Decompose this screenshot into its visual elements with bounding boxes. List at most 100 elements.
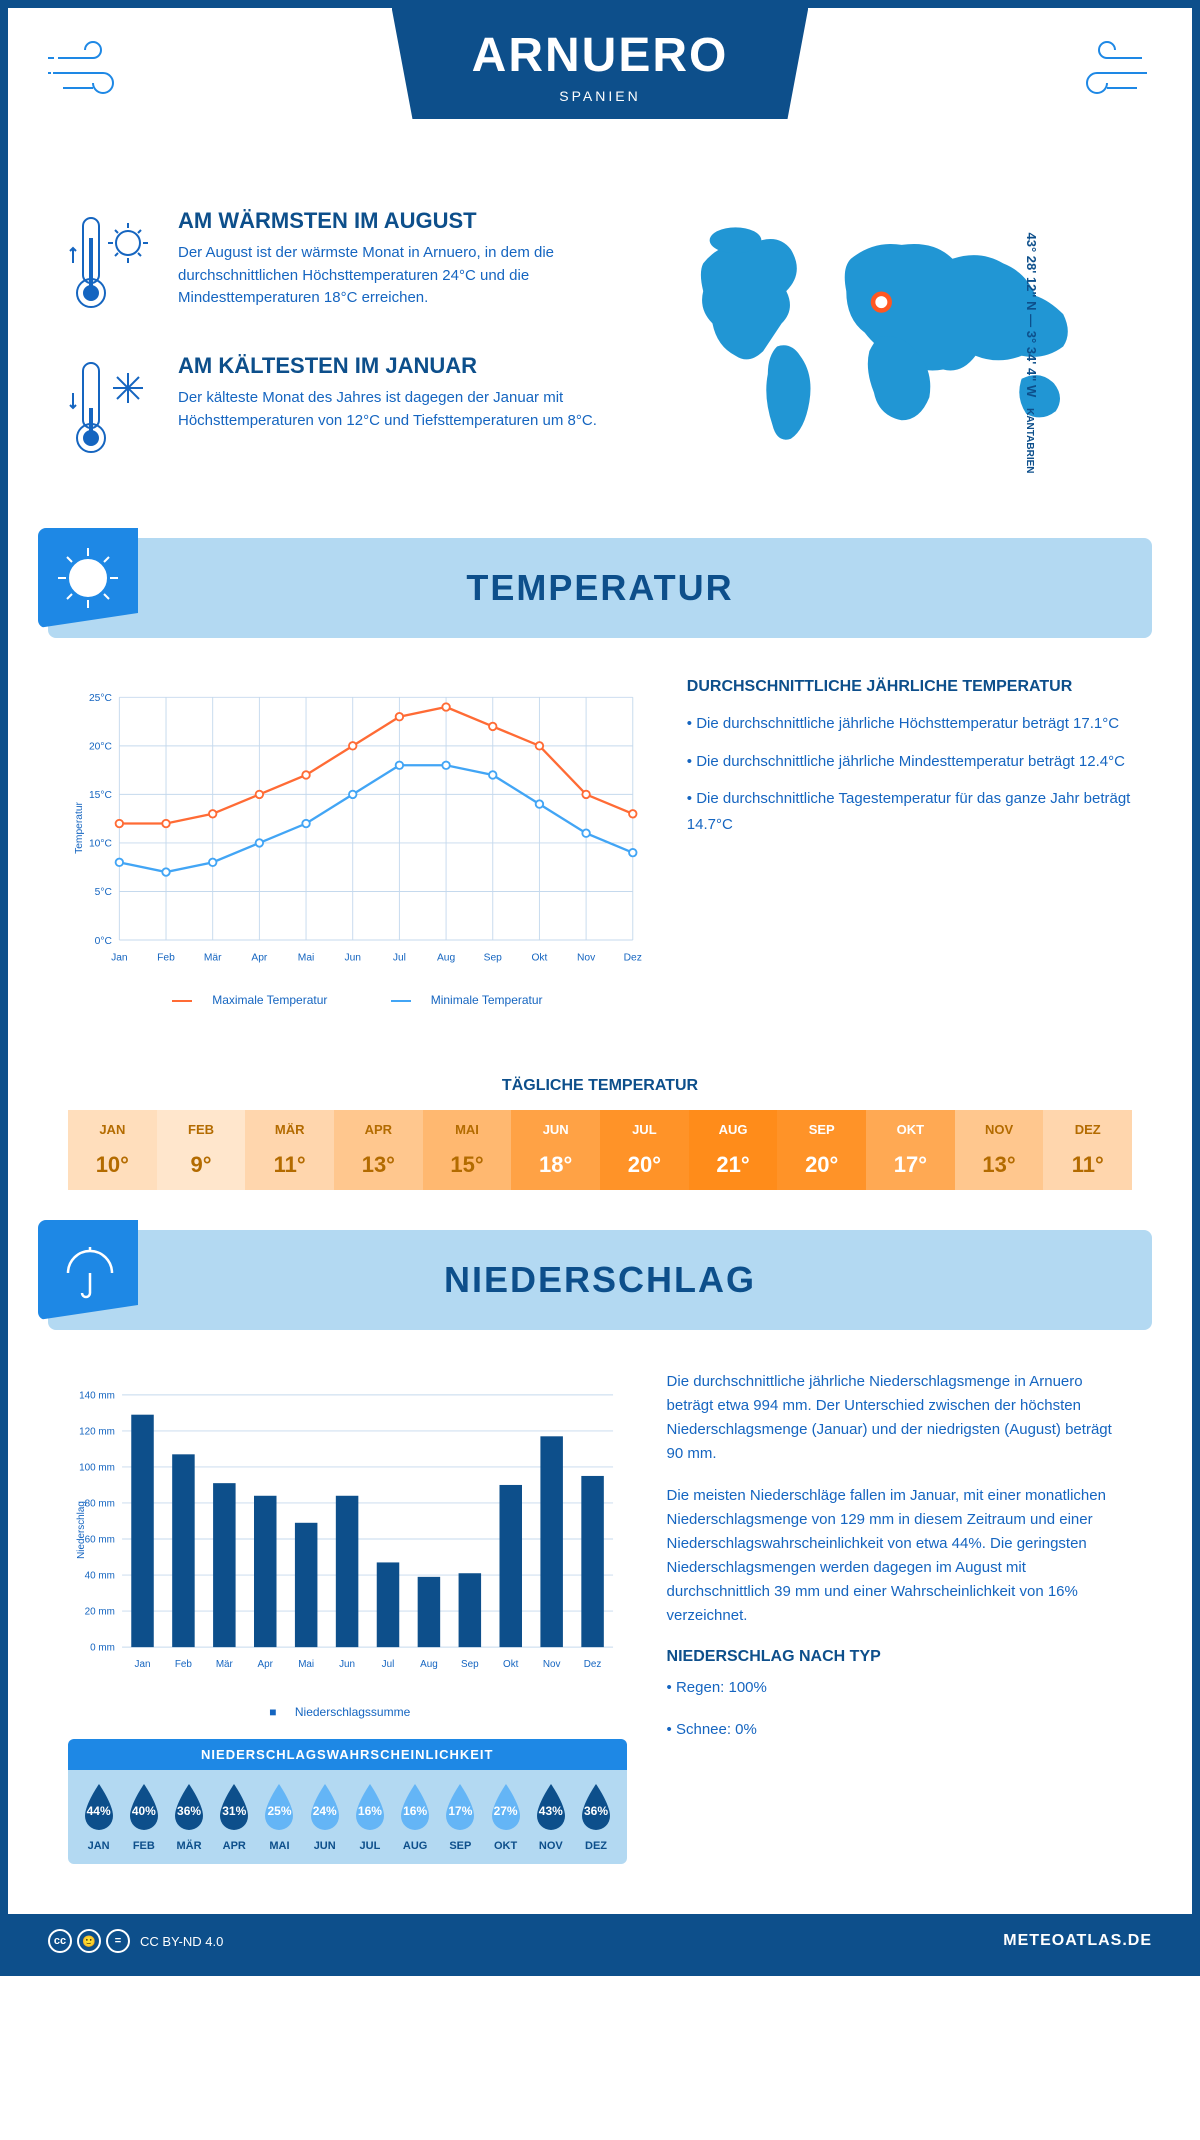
svg-text:Jan: Jan [111, 953, 128, 964]
temp-line-chart: 0°C5°C10°C15°C20°C25°CJanFebMärAprMaiJun… [68, 678, 647, 1007]
raindrop-icon: 31% [213, 1782, 255, 1834]
precip-prob-cell: 43% NOV [528, 1782, 573, 1852]
raindrop-icon: 16% [394, 1782, 436, 1834]
footer-site: METEOATLAS.DE [1003, 1932, 1152, 1950]
sun-badge-icon [38, 528, 138, 628]
svg-text:80 mm: 80 mm [85, 1499, 115, 1510]
footer: cc 🙂 = CC BY-ND 4.0 METEOATLAS.DE [8, 1914, 1192, 1968]
raindrop-icon: 25% [258, 1782, 300, 1834]
precip-prob-cell: 31% APR [212, 1782, 257, 1852]
precip-type-item: • Regen: 100% [667, 1676, 1132, 1700]
precip-text: Die durchschnittliche jährliche Niedersc… [667, 1370, 1132, 1864]
cc-icon: cc [48, 1929, 72, 1953]
precip-left-column: 0 mm20 mm40 mm60 mm80 mm100 mm120 mm140 … [68, 1370, 627, 1864]
svg-text:Nov: Nov [543, 1659, 561, 1670]
daily-temp-cell: SEP20° [777, 1110, 866, 1190]
daily-temp-cell: APR13° [334, 1110, 423, 1190]
precipitation-content: 0 mm20 mm40 mm60 mm80 mm100 mm120 mm140 … [8, 1330, 1192, 1884]
svg-text:Okt: Okt [531, 953, 547, 964]
daily-temp-cell: JAN10° [68, 1110, 157, 1190]
svg-text:Okt: Okt [503, 1659, 519, 1670]
precipitation-section-header: NIEDERSCHLAG [48, 1230, 1152, 1330]
world-map [644, 208, 1132, 448]
temperature-content: 0°C5°C10°C15°C20°C25°CJanFebMärAprMaiJun… [8, 638, 1192, 1047]
footer-license: cc 🙂 = CC BY-ND 4.0 [48, 1929, 223, 1953]
temperature-title: TEMPERATUR [466, 567, 733, 609]
raindrop-icon: 17% [439, 1782, 481, 1834]
svg-text:Sep: Sep [484, 953, 503, 964]
raindrop-icon: 16% [349, 1782, 391, 1834]
svg-text:Aug: Aug [420, 1659, 438, 1670]
daily-temp-cell: JUL20° [600, 1110, 689, 1190]
temp-info-item: • Die durchschnittliche jährliche Höchst… [687, 711, 1132, 737]
raindrop-icon: 44% [78, 1782, 120, 1834]
thermometer-sun-icon [68, 208, 158, 323]
thermometer-snow-icon [68, 353, 158, 468]
precip-prob-cell: 24% JUN [302, 1782, 347, 1852]
precip-legend: ■ Niederschlagssumme [68, 1705, 627, 1719]
umbrella-badge-icon [38, 1220, 138, 1320]
svg-text:20°C: 20°C [89, 742, 113, 753]
svg-text:Nov: Nov [577, 953, 596, 964]
daily-temp-cell: FEB9° [157, 1110, 246, 1190]
precip-prob-cell: 44% JAN [76, 1782, 121, 1852]
svg-text:Jul: Jul [382, 1659, 395, 1670]
warmest-block: AM WÄRMSTEN IM AUGUST Der August ist der… [68, 208, 604, 323]
intro-text-column: AM WÄRMSTEN IM AUGUST Der August ist der… [68, 208, 604, 498]
raindrop-icon: 43% [530, 1782, 572, 1834]
precip-paragraph-1: Die durchschnittliche jährliche Niedersc… [667, 1370, 1132, 1466]
precip-prob-cell: 36% MÄR [166, 1782, 211, 1852]
svg-text:0°C: 0°C [95, 936, 113, 947]
daily-temp-cell: MÄR11° [245, 1110, 334, 1190]
raindrop-icon: 24% [304, 1782, 346, 1834]
precip-prob-cell: 36% DEZ [573, 1782, 618, 1852]
precip-prob-cell: 16% AUG [393, 1782, 438, 1852]
svg-text:Jun: Jun [339, 1659, 355, 1670]
by-icon: 🙂 [77, 1929, 101, 1953]
svg-text:Mär: Mär [216, 1659, 234, 1670]
daily-temp-title: TÄGLICHE TEMPERATUR [8, 1077, 1192, 1095]
coldest-block: AM KÄLTESTEN IM JANUAR Der kälteste Mona… [68, 353, 604, 468]
daily-temp-cell: MAI15° [423, 1110, 512, 1190]
svg-text:Sep: Sep [461, 1659, 479, 1670]
daily-temp-table: JAN10°FEB9°MÄR11°APR13°MAI15°JUN18°JUL20… [68, 1110, 1132, 1190]
coordinates: 43° 28' 12" N — 3° 34' 4" W KANTABRIEN [1024, 233, 1039, 474]
precipitation-title: NIEDERSCHLAG [444, 1259, 756, 1301]
raindrop-icon: 36% [168, 1782, 210, 1834]
svg-text:Jan: Jan [135, 1659, 151, 1670]
precip-type-item: • Schnee: 0% [667, 1718, 1132, 1742]
svg-text:Dez: Dez [584, 1659, 602, 1670]
svg-text:120 mm: 120 mm [79, 1427, 115, 1438]
svg-text:0 mm: 0 mm [90, 1643, 115, 1654]
svg-text:Dez: Dez [624, 953, 642, 964]
wind-icon-left [48, 38, 138, 113]
svg-text:25°C: 25°C [89, 693, 113, 704]
precip-prob-cell: 27% OKT [483, 1782, 528, 1852]
temp-info-item: • Die durchschnittliche Tagestemperatur … [687, 786, 1132, 837]
intro-section: AM WÄRMSTEN IM AUGUST Der August ist der… [8, 188, 1192, 538]
city-name: ARNUERO [472, 28, 729, 83]
precip-type-title: NIEDERSCHLAG NACH TYP [667, 1648, 1132, 1666]
precip-prob-header: NIEDERSCHLAGSWAHRSCHEINLICHKEIT [68, 1739, 627, 1770]
coldest-title: AM KÄLTESTEN IM JANUAR [178, 353, 604, 379]
temp-info: DURCHSCHNITTLICHE JÄHRLICHE TEMPERATUR •… [687, 678, 1132, 1007]
svg-text:Temperatur: Temperatur [74, 801, 85, 853]
daily-temp-cell: NOV13° [955, 1110, 1044, 1190]
svg-text:5°C: 5°C [95, 887, 113, 898]
daily-temp-cell: DEZ11° [1043, 1110, 1132, 1190]
warmest-text: Der August ist der wärmste Monat in Arnu… [178, 242, 604, 310]
raindrop-icon: 36% [575, 1782, 617, 1834]
title-banner: ARNUERO SPANIEN [392, 8, 809, 119]
temp-info-item: • Die durchschnittliche jährliche Mindes… [687, 749, 1132, 775]
svg-text:Mai: Mai [298, 1659, 314, 1670]
daily-temp-cell: AUG21° [689, 1110, 778, 1190]
svg-text:Aug: Aug [437, 953, 456, 964]
temperature-section-header: TEMPERATUR [48, 538, 1152, 638]
svg-text:20 mm: 20 mm [85, 1607, 115, 1618]
precip-prob-cell: 40% FEB [121, 1782, 166, 1852]
precip-prob-cell: 25% MAI [257, 1782, 302, 1852]
map-column: 43° 28' 12" N — 3° 34' 4" W KANTABRIEN [644, 208, 1132, 498]
page-container: ARNUERO SPANIEN AM WÄRMSTE [0, 0, 1200, 1976]
svg-text:Feb: Feb [157, 953, 175, 964]
svg-text:Feb: Feb [175, 1659, 193, 1670]
